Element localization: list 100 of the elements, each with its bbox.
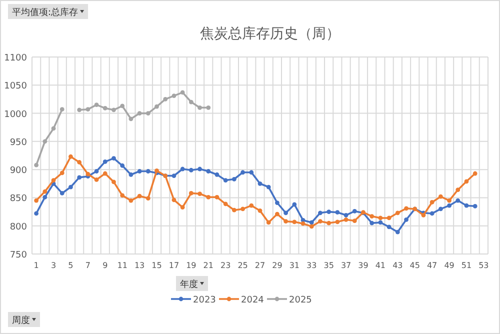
point bbox=[77, 175, 82, 180]
point bbox=[472, 204, 478, 208]
point bbox=[146, 196, 150, 200]
point bbox=[60, 191, 64, 196]
y-tick-label: 850 bbox=[10, 194, 28, 204]
x-tick-label: 31 bbox=[289, 261, 300, 270]
point bbox=[240, 206, 245, 212]
point bbox=[42, 194, 48, 200]
point bbox=[386, 224, 392, 230]
point bbox=[378, 216, 383, 220]
x-tick-label: 27 bbox=[254, 261, 266, 270]
point bbox=[447, 203, 452, 208]
point bbox=[284, 210, 288, 216]
x-tick-label: 45 bbox=[410, 261, 420, 270]
point bbox=[223, 202, 228, 206]
point bbox=[258, 208, 262, 213]
point bbox=[137, 111, 142, 116]
y-tick-label: 1000 bbox=[4, 110, 28, 120]
point bbox=[292, 202, 297, 207]
y-tick-label: 800 bbox=[10, 222, 28, 232]
point bbox=[309, 220, 314, 225]
point bbox=[102, 159, 108, 164]
point bbox=[180, 166, 185, 172]
x-tick-label: 33 bbox=[306, 261, 317, 270]
legend-label: 2024 bbox=[241, 296, 264, 306]
point bbox=[300, 221, 306, 226]
point bbox=[292, 220, 297, 224]
y-tick-label: 1100 bbox=[4, 54, 28, 64]
point bbox=[172, 94, 176, 98]
point bbox=[42, 139, 48, 144]
point bbox=[146, 111, 150, 116]
point bbox=[86, 107, 90, 112]
point bbox=[456, 188, 460, 192]
point bbox=[60, 170, 64, 176]
point bbox=[34, 198, 38, 203]
point bbox=[249, 203, 254, 208]
point bbox=[128, 116, 134, 122]
x-tick-label: 15 bbox=[152, 261, 162, 270]
y-tick-label: 750 bbox=[10, 250, 28, 260]
point bbox=[335, 210, 340, 215]
point bbox=[86, 172, 90, 176]
point bbox=[42, 189, 48, 194]
point bbox=[430, 200, 434, 204]
point bbox=[266, 220, 271, 225]
x-tick-label: 53 bbox=[478, 261, 489, 270]
point bbox=[102, 106, 108, 110]
point bbox=[318, 219, 322, 224]
x-tick-label: 43 bbox=[392, 261, 403, 270]
point bbox=[326, 210, 332, 214]
y-tick-label: 900 bbox=[10, 166, 28, 176]
x-tick-label: 37 bbox=[340, 261, 352, 270]
point bbox=[352, 209, 357, 214]
point bbox=[249, 170, 254, 175]
point bbox=[163, 97, 168, 102]
point bbox=[386, 216, 392, 220]
x-tick-label: 35 bbox=[324, 261, 334, 270]
legend-title: 年度 bbox=[180, 279, 198, 290]
x-tick-label: 13 bbox=[134, 261, 145, 270]
point bbox=[472, 171, 478, 176]
point bbox=[180, 205, 185, 210]
point bbox=[188, 100, 194, 104]
point bbox=[404, 217, 408, 222]
point bbox=[275, 200, 280, 205]
y-tick-label: 950 bbox=[10, 138, 28, 148]
point bbox=[112, 108, 116, 112]
point bbox=[258, 181, 262, 186]
point bbox=[464, 179, 469, 184]
point bbox=[395, 230, 400, 234]
point bbox=[395, 210, 400, 216]
point bbox=[198, 166, 202, 172]
x-tick-label: 21 bbox=[203, 261, 214, 270]
point bbox=[284, 219, 288, 224]
point bbox=[370, 214, 374, 218]
point bbox=[206, 194, 211, 200]
point bbox=[404, 206, 408, 211]
point bbox=[112, 180, 116, 184]
point bbox=[232, 176, 236, 182]
x-tick-label: 11 bbox=[117, 261, 128, 270]
point bbox=[198, 105, 202, 110]
point bbox=[172, 174, 176, 178]
x-tick-label: 29 bbox=[272, 261, 282, 270]
point bbox=[378, 220, 383, 225]
point bbox=[68, 154, 73, 159]
point bbox=[430, 211, 434, 216]
point bbox=[438, 206, 443, 212]
point bbox=[266, 184, 271, 190]
point bbox=[309, 224, 314, 229]
point bbox=[447, 198, 452, 203]
point bbox=[232, 208, 236, 212]
point bbox=[128, 198, 134, 203]
point bbox=[68, 184, 73, 190]
text: 平均值项:总库存 bbox=[12, 7, 78, 18]
point bbox=[120, 163, 125, 168]
point bbox=[370, 220, 374, 226]
x-tick-label: 5 bbox=[68, 261, 74, 270]
point bbox=[51, 178, 56, 182]
point bbox=[137, 194, 142, 198]
point bbox=[34, 211, 38, 216]
point bbox=[344, 217, 348, 222]
point bbox=[172, 198, 176, 202]
